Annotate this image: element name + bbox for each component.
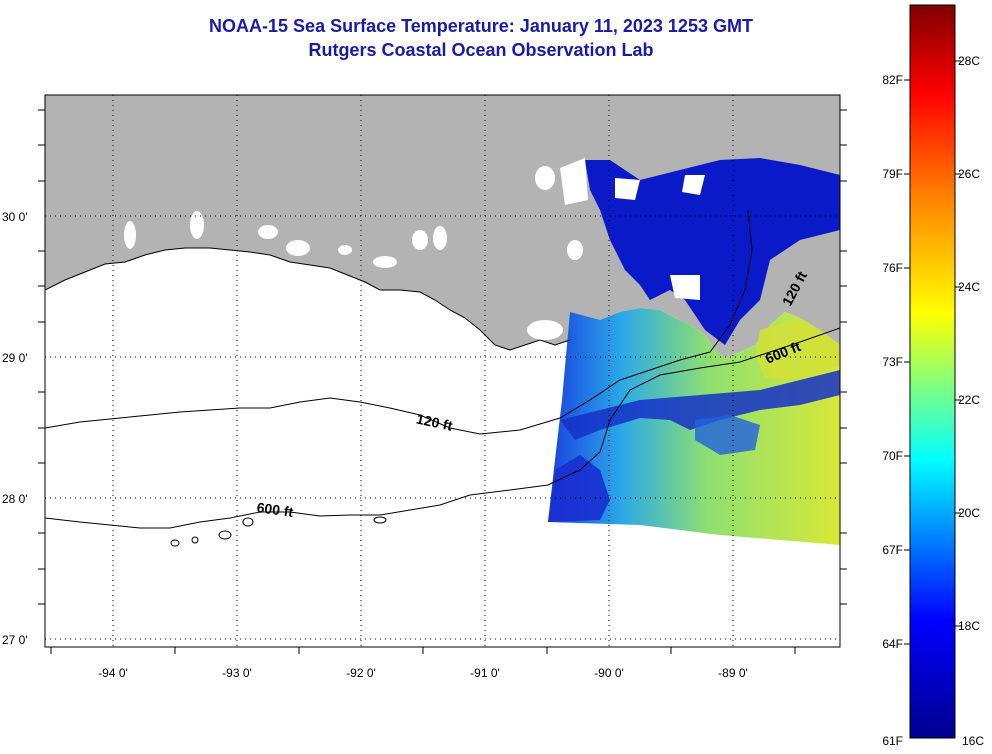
colorbar-f-73: 73F [882, 355, 903, 369]
colorbar-c-20: 20C [958, 506, 980, 520]
colorbar-f-82: 82F [882, 73, 903, 87]
colorbar-f-64: 64F [882, 637, 903, 651]
axis-ticks [38, 109, 847, 654]
map-grid [45, 95, 840, 647]
colorbar-f-61: 61F [882, 734, 903, 748]
map-area: 120 ft 600 ft 120 ft 600 ft [45, 95, 840, 647]
map-title: NOAA-15 Sea Surface Temperature: January… [209, 16, 753, 36]
map-subtitle: Rutgers Coastal Ocean Observation Lab [308, 40, 654, 60]
colorbar-c-26: 26C [958, 167, 980, 181]
colorbar-f-79: 79F [882, 167, 903, 181]
colorbar-f-67: 67F [882, 543, 903, 557]
colorbar-c-16: 16C [962, 734, 984, 748]
contour-label-120ft-west: 120 ft [415, 411, 454, 434]
colorbar-ticks [904, 60, 961, 645]
colorbar-c-28: 28C [958, 54, 980, 68]
lat-label-30: 30 0' [2, 210, 28, 224]
lon-label-89: -89 0' [718, 666, 748, 680]
lat-label-27: 27 0' [2, 633, 28, 647]
colorbar-f-70: 70F [882, 449, 903, 463]
isobath-600ft [45, 327, 840, 529]
isobath-islands [170, 516, 387, 547]
colorbar-f-76: 76F [882, 261, 903, 275]
colorbar-c-24: 24C [958, 280, 980, 294]
colorbar-c-18: 18C [958, 619, 980, 633]
contour-label-600ft-west: 600 ft [256, 499, 295, 520]
lat-label-28: 28 0' [2, 492, 28, 506]
lon-label-90: -90 0' [594, 666, 624, 680]
inland-water [124, 166, 583, 340]
lon-label-92: -92 0' [346, 666, 376, 680]
map-frame [44, 94, 841, 648]
lat-label-29: 29 0' [2, 351, 28, 365]
coastline [45, 247, 571, 351]
lon-label-93: -93 0' [222, 666, 252, 680]
sst-swath [548, 158, 840, 545]
colorbar-c-22: 22C [958, 393, 980, 407]
lon-label-94: -94 0' [98, 666, 128, 680]
land-mass [45, 95, 840, 358]
isobath-120ft [45, 209, 753, 435]
colorbar [909, 4, 956, 739]
lon-label-91: -91 0' [470, 666, 500, 680]
